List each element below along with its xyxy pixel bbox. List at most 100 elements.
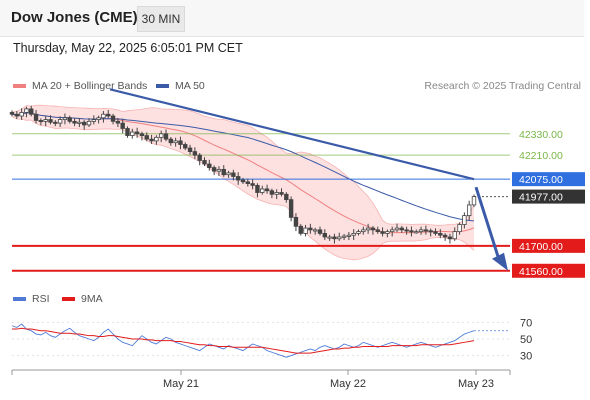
candle: [101, 111, 106, 123]
candle: [260, 185, 265, 195]
candle-body: [14, 113, 20, 117]
candle-body: [33, 113, 39, 121]
candle-body: [471, 196, 477, 206]
candle: [211, 165, 217, 176]
bollinger-upper: [11, 104, 475, 226]
candle-body: [442, 234, 448, 238]
candle: [279, 188, 284, 197]
candle: [240, 177, 246, 184]
candle: [81, 120, 87, 130]
candle-body: [101, 113, 106, 119]
candle-body: [308, 227, 313, 231]
candle: [178, 136, 183, 150]
candle: [351, 229, 356, 240]
candle: [91, 115, 97, 125]
candle: [337, 232, 342, 241]
forecast-arrow-head: [492, 252, 508, 271]
candle: [139, 131, 145, 141]
rsi-ma-line: [12, 327, 475, 354]
candle-body: [389, 229, 395, 233]
candle-body: [351, 233, 356, 236]
resistance-2-text: 42330.00: [519, 129, 563, 141]
candle-body: [399, 227, 405, 231]
resistance-1-label: 42210.00: [519, 150, 563, 162]
candle: [43, 116, 48, 127]
candle: [414, 229, 419, 234]
candle-body: [418, 229, 424, 233]
candle-body: [298, 225, 303, 234]
candle-body: [365, 227, 371, 231]
candle: [120, 118, 125, 134]
timeframe-badge[interactable]: 30 MIN: [137, 6, 185, 32]
candle-body: [72, 120, 77, 124]
candle: [457, 222, 462, 235]
candle: [192, 147, 198, 160]
candle: [207, 159, 212, 171]
candle: [245, 178, 251, 187]
candle-body: [9, 112, 15, 115]
candle-body: [462, 215, 467, 225]
candle: [370, 225, 376, 235]
candle-body: [356, 231, 361, 234]
rsi-ma-swatch: [62, 297, 75, 302]
candle: [53, 120, 58, 127]
candle-body: [125, 128, 130, 136]
candle-body: [158, 133, 164, 138]
candle-body: [375, 229, 380, 233]
candle-body: [67, 117, 72, 122]
candle: [308, 223, 313, 234]
candle-body: [19, 112, 24, 117]
candle: [106, 109, 111, 119]
rsi-line: [11, 323, 475, 358]
candle-body: [130, 131, 135, 136]
candle-body: [110, 115, 116, 122]
candle-body: [279, 192, 284, 195]
candle-body: [250, 183, 255, 186]
candle: [77, 117, 82, 128]
candle: [433, 228, 438, 236]
candle: [341, 233, 347, 240]
candle-body: [466, 204, 472, 217]
candle-body: [385, 231, 390, 234]
candle: [284, 192, 289, 203]
candle: [274, 189, 279, 200]
candle-body: [447, 236, 453, 240]
legend-rsi-ma-label: 9MA: [81, 293, 103, 305]
candle-body: [409, 230, 414, 233]
candle-body: [235, 176, 241, 181]
candle-body: [240, 179, 246, 183]
candle-body: [423, 229, 429, 232]
candle-body: [207, 163, 212, 168]
candle: [72, 118, 77, 127]
candle: [14, 111, 20, 120]
candle: [24, 106, 29, 118]
ma20-swatch: [13, 84, 26, 89]
candle: [327, 234, 332, 241]
candle-body: [370, 227, 376, 231]
candle: [375, 226, 380, 234]
candle-body: [394, 227, 400, 231]
rsi-tick-30: 30: [520, 351, 532, 363]
candle: [130, 128, 135, 139]
candle-body: [197, 154, 202, 161]
candle-body: [91, 119, 97, 122]
candle: [216, 166, 222, 176]
x-tick-label: May 22: [330, 378, 366, 390]
support-1-label: 41700.00: [512, 238, 585, 253]
legend-ma50: MA 50: [156, 80, 205, 92]
candle-body: [134, 131, 140, 135]
candle-body: [168, 138, 174, 144]
candle-body: [332, 236, 337, 240]
bollinger-lower: [11, 116, 475, 261]
candle: [134, 127, 140, 138]
candle-body: [29, 108, 34, 115]
candle-body: [337, 236, 342, 240]
candle: [183, 142, 188, 151]
trendline: [109, 88, 475, 181]
candle: [389, 226, 395, 237]
candle-body: [245, 181, 251, 185]
candle: [115, 118, 121, 128]
candle: [168, 137, 174, 146]
candle: [38, 118, 44, 126]
candle: [322, 229, 328, 240]
